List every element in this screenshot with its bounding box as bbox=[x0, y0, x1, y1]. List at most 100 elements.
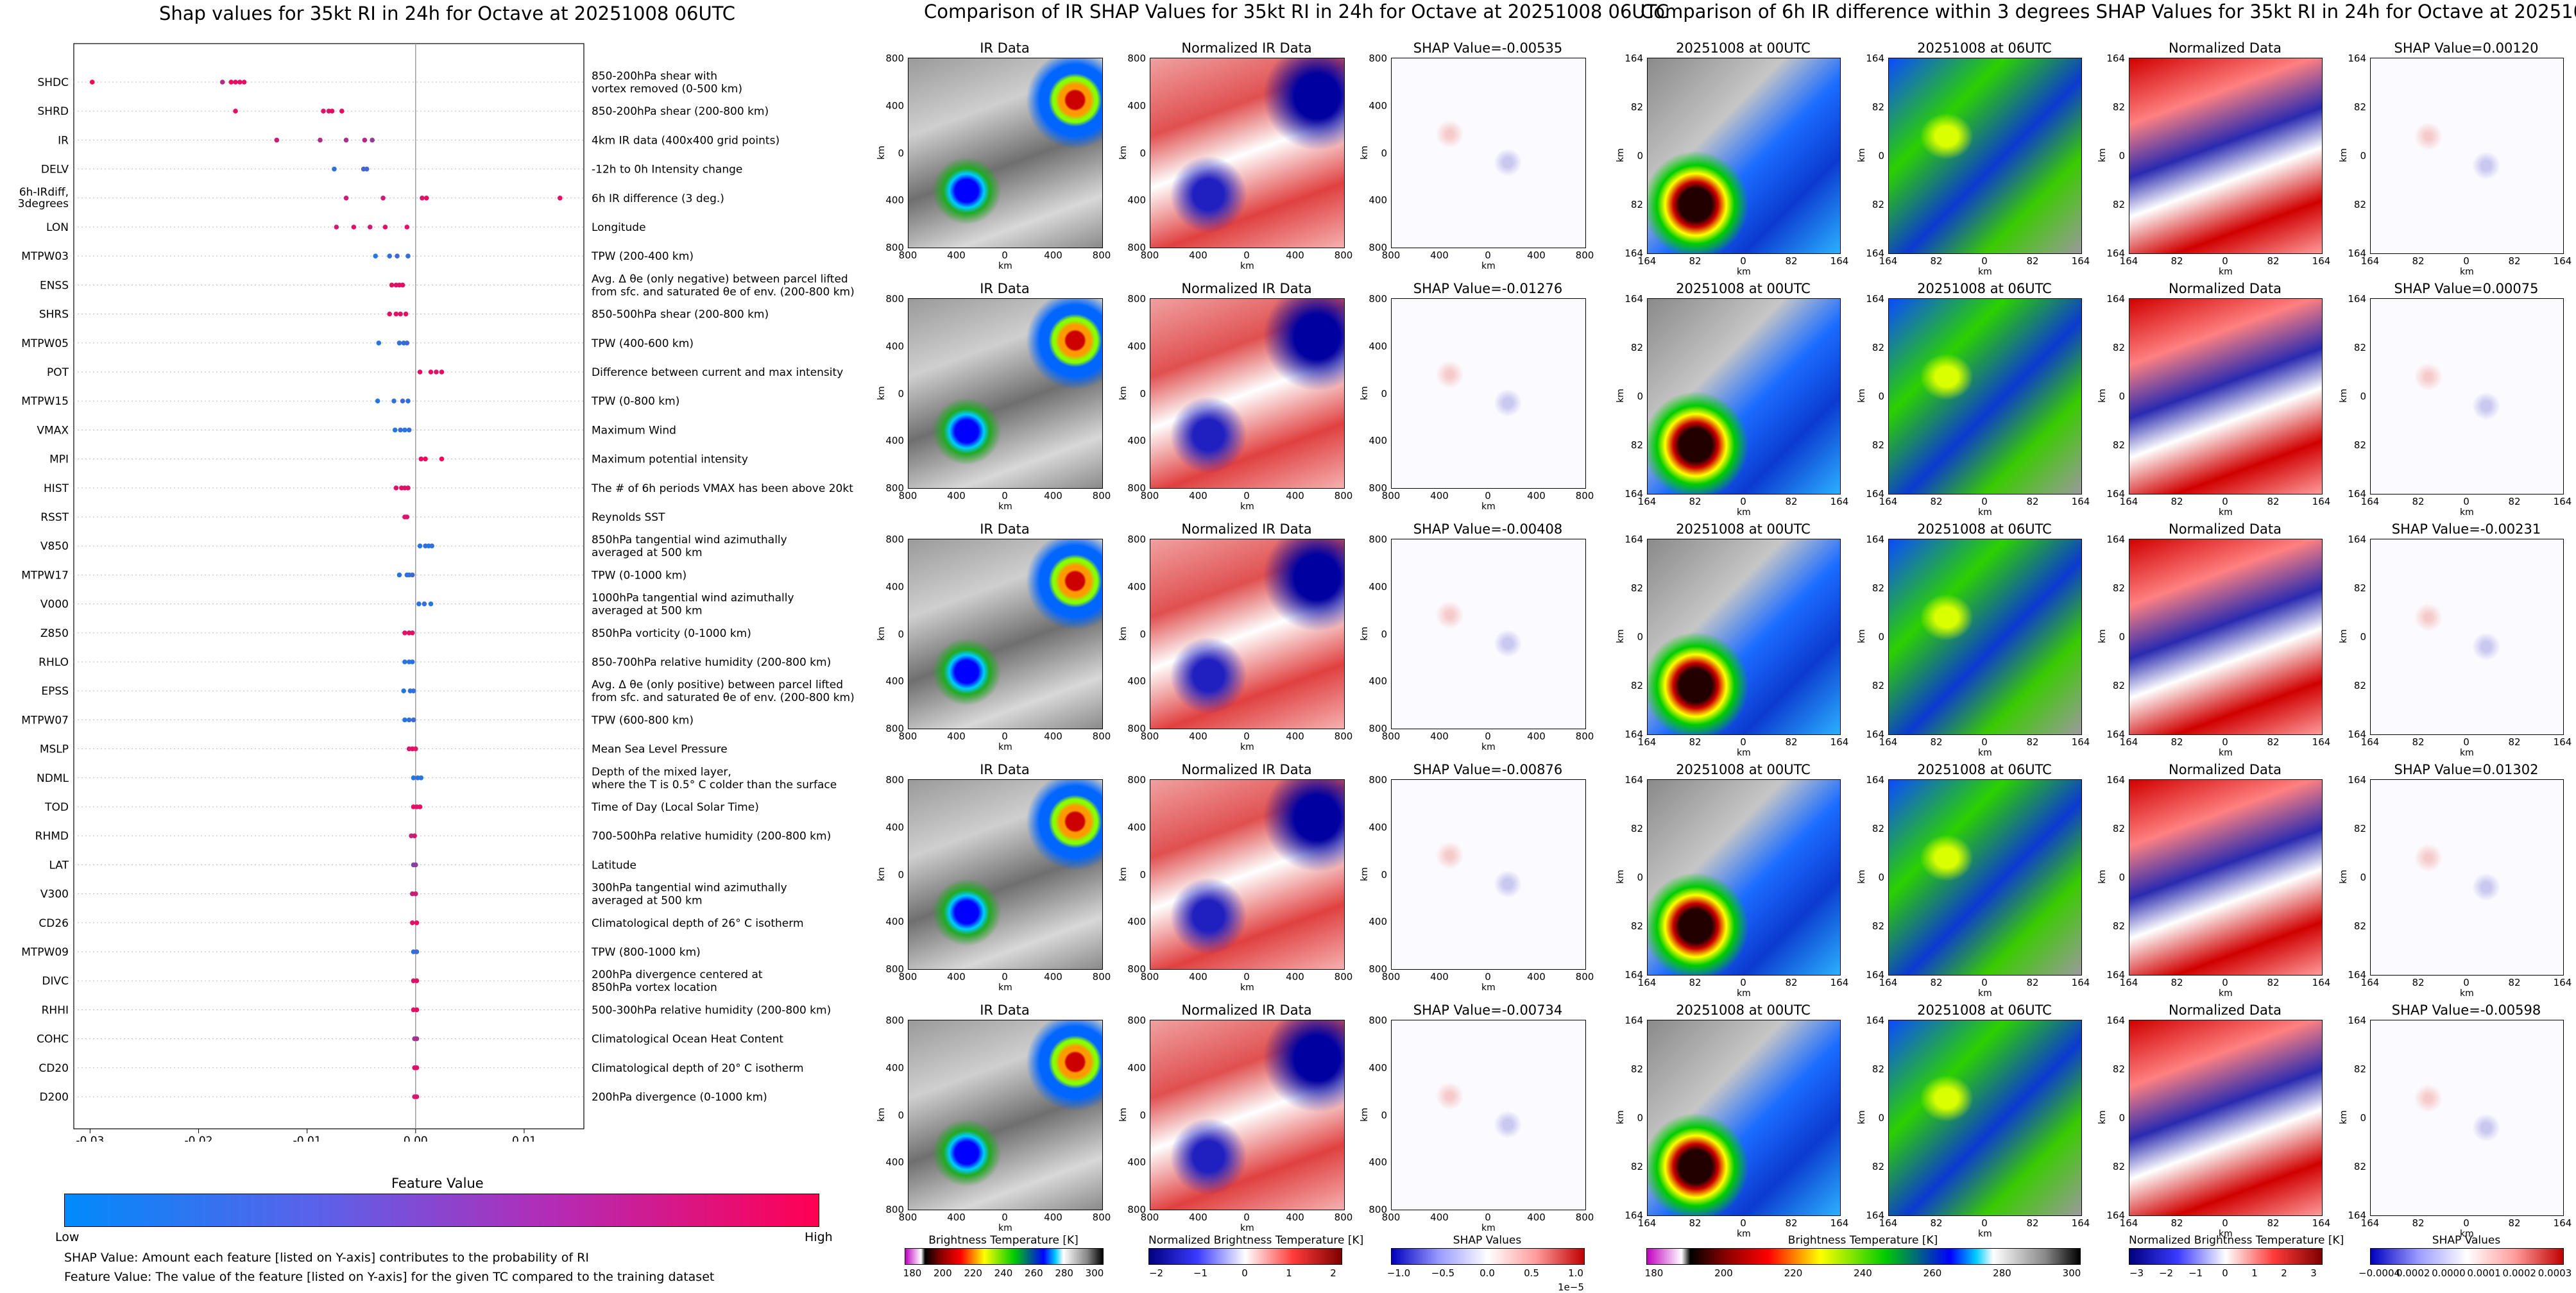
y-tick-label: 400 bbox=[885, 99, 904, 112]
x-axis-label: km bbox=[1737, 748, 1751, 758]
y-tick-label: 164 bbox=[2106, 53, 2125, 64]
shap-point bbox=[228, 80, 234, 85]
x-tick-label: 164 bbox=[2119, 736, 2138, 748]
x-axis-label: km bbox=[1481, 983, 1496, 993]
x-axis-label: km bbox=[1978, 988, 1992, 999]
shap-point bbox=[332, 166, 337, 172]
x-tick-label: 800 bbox=[1334, 731, 1353, 742]
y-tick-label: 82 bbox=[1630, 101, 1643, 113]
feature-description-label: 850-200hPa shear (200-800 km) bbox=[592, 105, 769, 118]
y-tick-label: 82 bbox=[2353, 582, 2366, 594]
panel-title: Normalized IR Data bbox=[1181, 1002, 1312, 1018]
x-tick-label: 82 bbox=[1785, 1217, 1798, 1229]
x-tick-label: 400 bbox=[1286, 249, 1304, 261]
colorbar-offset-label: 1e−5 bbox=[1558, 1281, 1584, 1293]
x-tick-label: 82 bbox=[2171, 496, 2183, 507]
shap-point bbox=[405, 253, 411, 259]
y-tick-label: 400 bbox=[1369, 435, 1387, 447]
shap-point bbox=[413, 862, 418, 868]
feature-description-label: Avg. Δ θe (only positive) between parcel… bbox=[592, 679, 855, 704]
y-tick-label: 164 bbox=[2106, 774, 2125, 786]
ir-panel bbox=[908, 1020, 1103, 1210]
feature-name-label: 6h-IRdiff, 3degrees bbox=[18, 186, 69, 210]
y-tick-label: 400 bbox=[1369, 340, 1387, 352]
feature-name-label: MTPW17 bbox=[21, 569, 69, 582]
colorbar-label: SHAP Values bbox=[1453, 1234, 1522, 1247]
x-tick-label: 400 bbox=[1189, 731, 1207, 742]
x-axis-label: km bbox=[2219, 267, 2233, 277]
y-tick-label: 0 bbox=[1139, 387, 1146, 400]
y-tick-label: 0 bbox=[898, 147, 904, 159]
feature-value-colorbar bbox=[64, 1194, 819, 1227]
feature-description-label: 6h IR difference (3 deg.) bbox=[592, 192, 724, 205]
y-tick-label: 164 bbox=[1866, 1210, 1884, 1221]
y-axis-label: km bbox=[876, 145, 887, 160]
y-tick-label: 0 bbox=[2360, 1112, 2366, 1124]
panel-title: IR Data bbox=[980, 762, 1030, 777]
ir-panel bbox=[1150, 779, 1345, 970]
y-tick-label: 82 bbox=[1872, 342, 1884, 353]
y-axis-label: km bbox=[1359, 385, 1370, 400]
colorbar-tick-label: 200 bbox=[934, 1267, 952, 1279]
y-tick-label: 0 bbox=[2119, 391, 2125, 402]
panel-title: Normalized Data bbox=[2169, 40, 2282, 56]
y-tick-label: 164 bbox=[2106, 1210, 2125, 1221]
irdiff-panel bbox=[2370, 779, 2564, 976]
panel-title: 20251008 at 00UTC bbox=[1676, 762, 1811, 777]
colorbar-tick-label: 0.0 bbox=[1480, 1267, 1495, 1279]
y-tick-label: 164 bbox=[2348, 969, 2366, 981]
colorbar-tick-label: 0.0002 bbox=[2396, 1267, 2430, 1279]
x-tick-label: 82 bbox=[1785, 736, 1798, 748]
x-tick-label: 0 bbox=[1981, 977, 1988, 988]
y-tick-label: 800 bbox=[1369, 242, 1387, 253]
x-tick-label: -0.02 bbox=[185, 1135, 213, 1142]
y-tick-label: 164 bbox=[1866, 488, 1884, 500]
x-tick-label: 800 bbox=[1381, 249, 1401, 261]
x-tick-label: 800 bbox=[1140, 249, 1159, 261]
y-tick-label: 0 bbox=[2360, 391, 2366, 402]
irdiff-panel bbox=[1647, 779, 1841, 976]
x-tick-label: 800 bbox=[1381, 971, 1401, 983]
x-tick-label: 82 bbox=[2026, 496, 2039, 507]
x-tick-label: 164 bbox=[2360, 736, 2380, 748]
irdiff-panel bbox=[1888, 298, 2082, 494]
x-tick-label: 164 bbox=[1879, 255, 1898, 267]
irdiff-panel bbox=[2370, 298, 2564, 494]
colorbar-tick-label: −2 bbox=[1148, 1267, 1164, 1279]
y-tick-label: 0 bbox=[1637, 1112, 1643, 1124]
y-tick-label: 400 bbox=[885, 1061, 904, 1074]
colorbar-tick-label: 0.0002 bbox=[2502, 1267, 2537, 1279]
y-tick-label: 400 bbox=[885, 435, 904, 447]
x-tick-label: 82 bbox=[2267, 255, 2280, 267]
y-axis-label: km bbox=[2097, 870, 2108, 884]
y-tick-label: 400 bbox=[1127, 1061, 1146, 1074]
x-tick-label: 400 bbox=[1189, 971, 1207, 983]
irdiff-comparison-title: Comparison of 6h IR difference within 3 … bbox=[1641, 1, 2576, 22]
x-tick-label: 164 bbox=[1879, 736, 1898, 748]
y-tick-label: 800 bbox=[1369, 1204, 1387, 1215]
shap-point bbox=[233, 80, 238, 85]
x-tick-label: 0.00 bbox=[404, 1135, 428, 1142]
y-axis-label: km bbox=[876, 626, 887, 641]
panel-title: Normalized Data bbox=[2169, 281, 2282, 296]
y-axis-label: km bbox=[1615, 1110, 1626, 1124]
x-axis-label: km bbox=[1737, 988, 1751, 999]
feature-description-label: 1000hPa tangential wind azimuthally avera… bbox=[592, 592, 794, 618]
y-tick-label: 82 bbox=[2353, 439, 2366, 451]
shap-point bbox=[414, 920, 420, 925]
shap-point bbox=[439, 456, 445, 462]
x-tick-label: 82 bbox=[1689, 1217, 1702, 1229]
colorbar bbox=[1148, 1248, 1342, 1265]
y-tick-label: 82 bbox=[2112, 1161, 2125, 1172]
shap-point bbox=[414, 1094, 420, 1099]
x-tick-label: 82 bbox=[1930, 736, 1943, 748]
y-tick-label: 800 bbox=[1369, 53, 1387, 64]
y-tick-label: 164 bbox=[2348, 774, 2366, 786]
y-tick-label: 82 bbox=[1630, 1161, 1643, 1172]
x-tick-label: 800 bbox=[1575, 731, 1594, 742]
shap-point bbox=[343, 196, 349, 201]
x-tick-label: 164 bbox=[2360, 1217, 2380, 1229]
colorbar-tick-label: 2 bbox=[1330, 1267, 1336, 1279]
shap-point bbox=[406, 717, 412, 723]
x-tick-label: 82 bbox=[1785, 977, 1798, 988]
